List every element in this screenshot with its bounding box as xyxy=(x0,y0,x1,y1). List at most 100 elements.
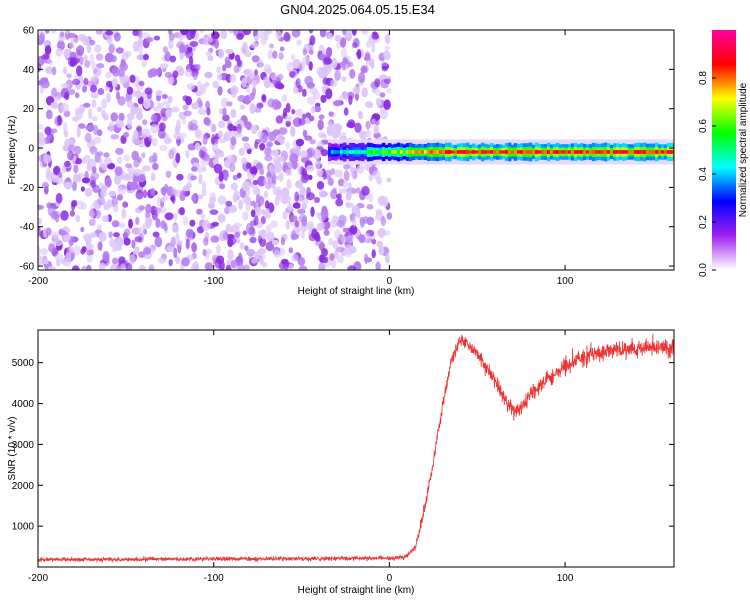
heatmap-noise-cell xyxy=(131,150,139,161)
heatmap-noise-cell xyxy=(71,201,76,211)
heatmap-noise-cell xyxy=(171,187,177,196)
heatmap-noise-cell xyxy=(263,176,273,188)
heatmap-noise-cell xyxy=(92,67,102,77)
heatmap-noise-cell xyxy=(73,164,79,174)
heatmap-noise-cell xyxy=(154,236,163,248)
heatmap-noise-cell xyxy=(347,265,357,270)
heatmap-noise-cell xyxy=(165,170,172,178)
heatmap-band-cell xyxy=(639,150,644,154)
heatmap-noise-cell xyxy=(386,88,392,94)
heatmap-noise-cell xyxy=(299,186,307,197)
heatmap-noise-cell xyxy=(345,191,352,201)
heatmap-noise-cell xyxy=(352,86,361,95)
heatmap-noise-cell xyxy=(184,69,193,78)
heatmap-noise-cell xyxy=(80,226,85,233)
heatmap-band-cell xyxy=(573,150,578,154)
heatmap-noise-cell xyxy=(379,229,384,239)
heatmap-noise-cell xyxy=(304,75,314,86)
heatmap-noise-cell xyxy=(341,59,347,71)
heatmap-noise-cell xyxy=(322,171,327,180)
heatmap-noise-cell xyxy=(179,207,185,216)
heatmap-noise-cell xyxy=(348,61,354,68)
heatmap-noise-cell xyxy=(368,174,373,182)
heatmap-noise-cell xyxy=(74,92,80,99)
heatmap-noise-cell xyxy=(295,77,301,89)
heatmap-noise-cell xyxy=(90,92,99,99)
heatmap-noise-cell xyxy=(212,143,218,153)
heatmap-noise-cell xyxy=(249,103,256,114)
snr-series-line xyxy=(38,333,674,563)
heatmap-band-cell xyxy=(507,149,512,154)
heatmap-noise-cell xyxy=(228,30,233,34)
heatmap-noise-cell xyxy=(361,87,368,98)
heatmap-noise-cell xyxy=(138,251,146,258)
y-tick-label: 60 xyxy=(23,26,35,37)
colorbar-label: Normalized spectral amplitude xyxy=(738,82,749,217)
heatmap-noise-cell xyxy=(381,65,388,72)
heatmap-noise-cell xyxy=(209,209,219,215)
heatmap-noise-cell xyxy=(162,46,168,54)
heatmap-noise-cell xyxy=(86,254,93,263)
heatmap-noise-cell xyxy=(90,84,97,93)
heatmap-band-cell xyxy=(534,149,539,154)
heatmap-noise-cell xyxy=(150,172,156,181)
heatmap-band-cell xyxy=(585,150,590,154)
heatmap-noise-cell xyxy=(51,30,56,35)
heatmap-noise-cell xyxy=(279,46,285,52)
heatmap-noise-cell xyxy=(55,176,63,185)
heatmap-noise-cell xyxy=(213,163,223,174)
heatmap-noise-cell xyxy=(338,95,346,101)
heatmap-noise-cell xyxy=(135,216,140,226)
heatmap-noise-cell xyxy=(125,262,133,270)
heatmap-noise-cell xyxy=(137,156,142,164)
heatmap-noise-cell xyxy=(237,263,245,270)
heatmap-noise-cell xyxy=(229,74,237,83)
heatmap-band-cell xyxy=(564,150,569,154)
heatmap-noise-cell xyxy=(116,156,123,164)
heatmap-band-cell xyxy=(375,150,380,154)
heatmap-noise-cell xyxy=(45,109,53,120)
heatmap-noise-cell xyxy=(113,245,123,251)
heatmap-noise-cell xyxy=(280,237,285,246)
heatmap-noise-cell xyxy=(241,181,251,192)
heatmap-noise-cell xyxy=(156,197,161,207)
heatmap-noise-cell xyxy=(84,60,91,68)
heatmap-noise-cell xyxy=(298,118,306,126)
heatmap-noise-cell xyxy=(254,35,259,41)
heatmap-band-cell xyxy=(465,149,470,154)
heatmap-noise-cell xyxy=(255,162,263,170)
heatmap-noise-cell xyxy=(375,261,381,270)
heatmap-noise-cell xyxy=(175,232,180,244)
heatmap-noise-cell xyxy=(164,71,173,78)
heatmap-noise-cell xyxy=(68,41,75,49)
heatmap-band-cell xyxy=(606,150,611,154)
heatmap-noise-cell xyxy=(335,198,344,207)
heatmap-noise-cell xyxy=(155,218,161,229)
heatmap-noise-cell xyxy=(111,220,120,228)
heatmap-noise-cell xyxy=(319,220,325,231)
heatmap-noise-cell xyxy=(137,173,146,183)
heatmap-noise-cell xyxy=(243,196,252,205)
heatmap-band-cell xyxy=(531,150,536,154)
heatmap-noise-cell xyxy=(287,202,293,211)
heatmap-band-cell xyxy=(546,149,551,154)
heatmap-noise-cell xyxy=(306,147,316,158)
heatmap-noise-cell xyxy=(44,30,50,34)
heatmap-noise-cell xyxy=(204,118,212,127)
heatmap-noise-cell xyxy=(257,175,266,187)
heatmap-noise-cell xyxy=(299,150,309,158)
heatmap-noise-cell xyxy=(63,122,68,134)
heatmap-noise-cell xyxy=(222,133,228,141)
heatmap-noise-cell xyxy=(314,158,321,169)
heatmap-noise-cell xyxy=(271,170,276,182)
heatmap-noise-cell xyxy=(356,210,361,219)
heatmap-band-cell xyxy=(357,150,362,154)
heatmap-noise-cell xyxy=(151,138,158,147)
heatmap-noise-cell xyxy=(99,158,104,168)
heatmap-noise-cell xyxy=(326,47,333,58)
heatmap-noise-cell xyxy=(111,196,119,208)
heatmap-noise-cell xyxy=(218,171,224,182)
heatmap-noise-cell xyxy=(170,236,176,248)
heatmap-noise-cell xyxy=(306,164,315,172)
heatmap-noise-cell xyxy=(135,90,142,99)
